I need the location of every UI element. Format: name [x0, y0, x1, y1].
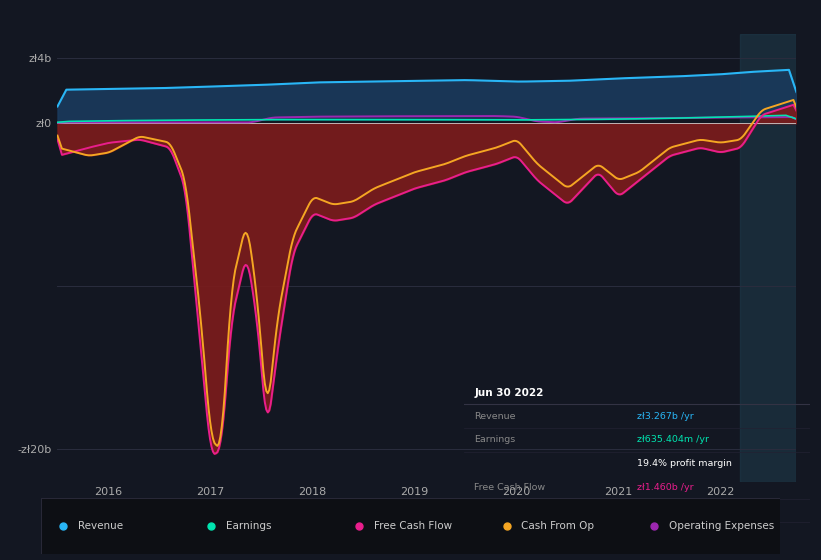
Text: zł1.637b /yr: zł1.637b /yr — [637, 506, 694, 515]
Text: Earnings: Earnings — [475, 435, 516, 444]
Text: Cash From Op: Cash From Op — [475, 506, 540, 515]
Text: zł3.267b /yr: zł3.267b /yr — [637, 412, 694, 421]
Text: Earnings: Earnings — [226, 521, 271, 531]
Text: Operating Expenses: Operating Expenses — [475, 530, 570, 539]
Text: zł635.404m /yr: zł635.404m /yr — [637, 435, 709, 444]
FancyBboxPatch shape — [41, 498, 780, 554]
Text: 19.4% profit margin: 19.4% profit margin — [637, 459, 732, 468]
Text: Revenue: Revenue — [475, 412, 516, 421]
Text: Operating Expenses: Operating Expenses — [669, 521, 774, 531]
Text: Revenue: Revenue — [78, 521, 123, 531]
Text: zł342.787m /yr: zł342.787m /yr — [637, 530, 709, 539]
Text: Free Cash Flow: Free Cash Flow — [374, 521, 452, 531]
Text: Jun 30 2022: Jun 30 2022 — [475, 388, 544, 398]
Text: zł1.460b /yr: zł1.460b /yr — [637, 483, 694, 492]
Text: Cash From Op: Cash From Op — [521, 521, 594, 531]
Bar — [741, 34, 796, 482]
Text: Free Cash Flow: Free Cash Flow — [475, 483, 545, 492]
